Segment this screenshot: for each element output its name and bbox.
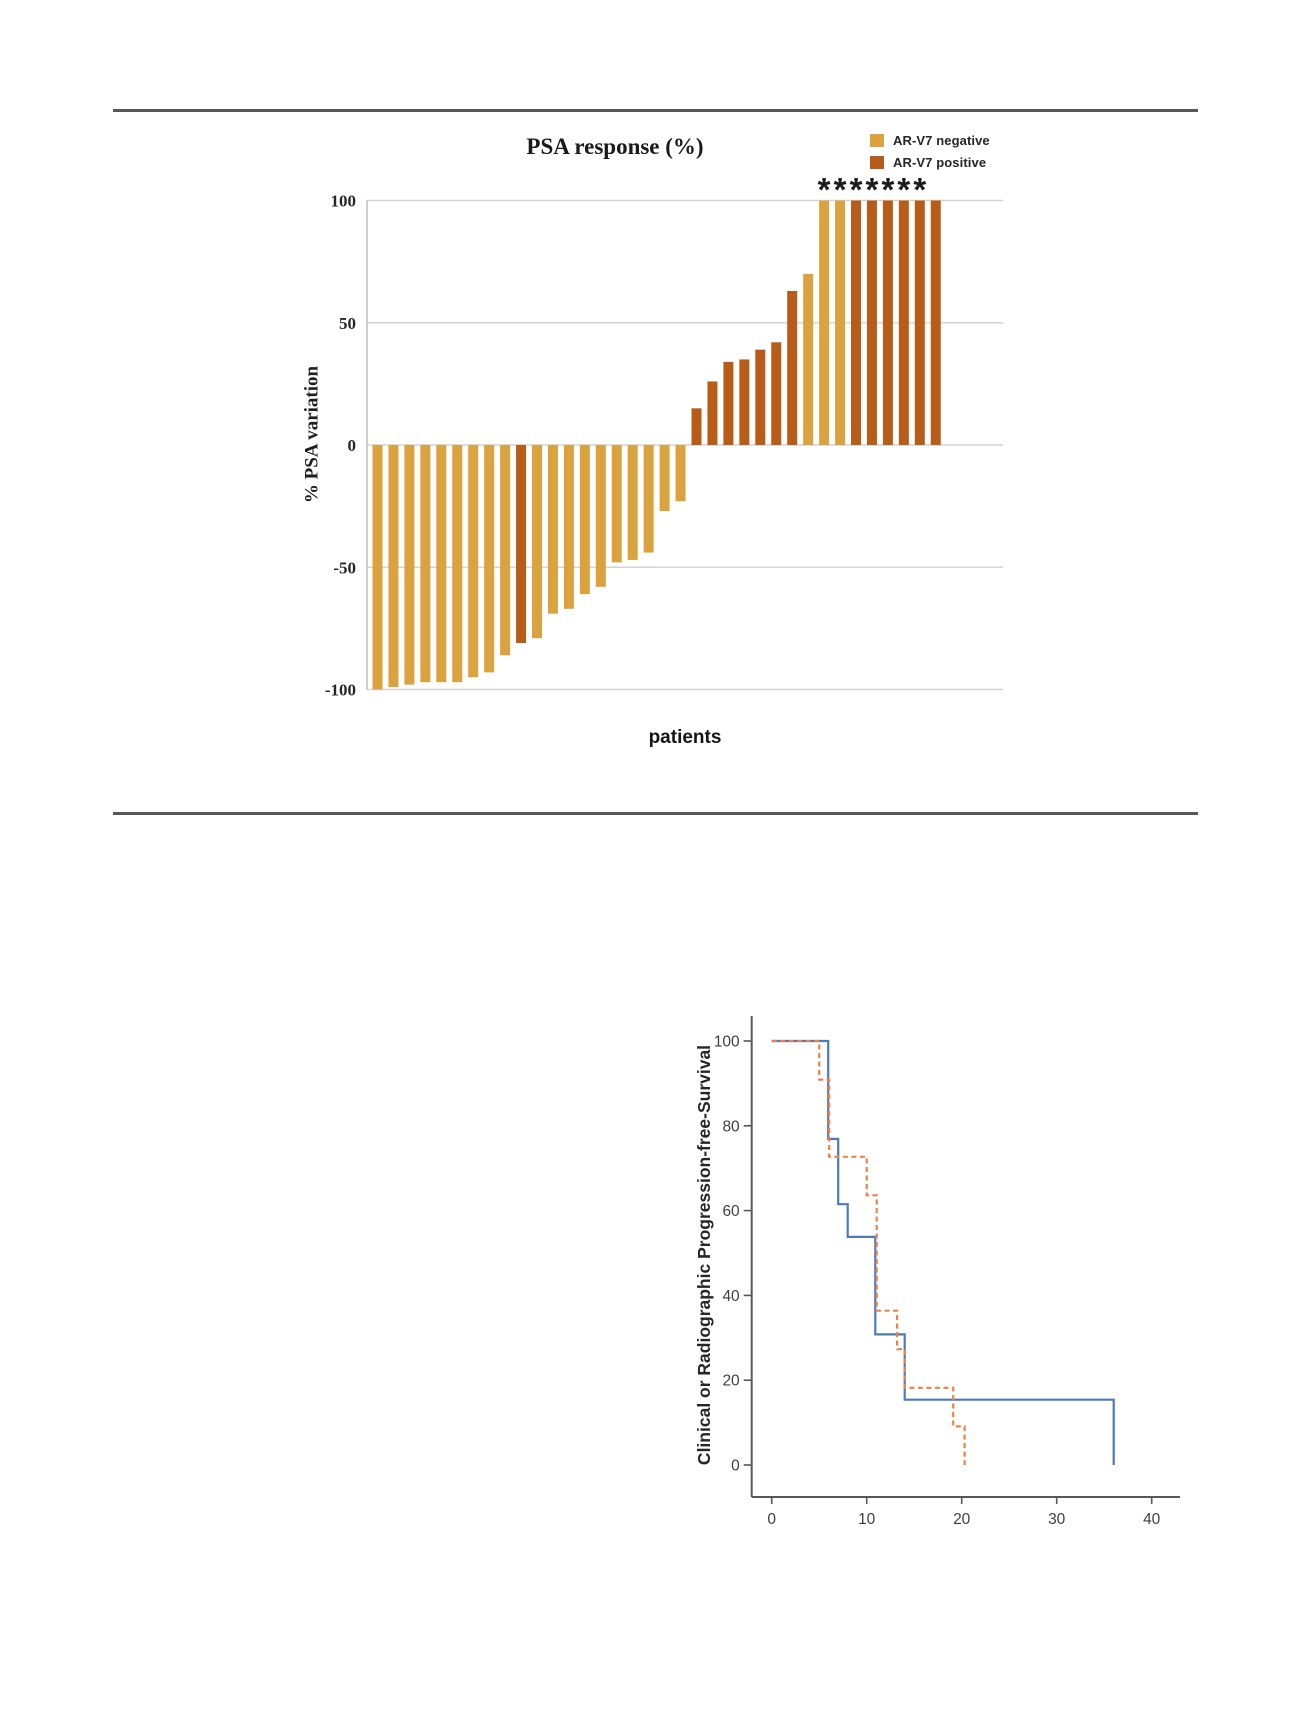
km-series-orange-dashed xyxy=(771,1039,966,1465)
bar-patient-19 xyxy=(659,445,670,512)
legend-label-negative: AR-V7 negative xyxy=(893,132,990,148)
bar-patient-35 xyxy=(914,200,925,445)
significance-asterisks: * * * * * * * xyxy=(818,171,927,208)
bar-patient-10 xyxy=(516,445,527,644)
ytick-label-60: 60 xyxy=(722,1203,740,1220)
bar-patient-23 xyxy=(723,361,734,445)
bar-patient-20 xyxy=(675,445,686,502)
ytick-label-0: 0 xyxy=(348,436,357,455)
bar-patient-24 xyxy=(739,359,750,445)
asterisk-bar-35: * xyxy=(913,171,926,208)
legend-swatch-positive-icon xyxy=(870,155,884,169)
top-divider-line xyxy=(113,109,1198,112)
bar-patient-30 xyxy=(835,200,846,445)
bar-patient-33 xyxy=(882,200,893,445)
bar-patient-14 xyxy=(579,445,590,595)
asterisk-bar-30: * xyxy=(834,171,847,208)
bar-patient-32 xyxy=(866,200,877,445)
bar-patient-11 xyxy=(532,445,542,639)
bar-patient-1 xyxy=(372,445,383,690)
waterfall-x-axis-title: patients xyxy=(648,727,722,748)
bar-patient-8 xyxy=(484,445,495,673)
ytick-label-40: 40 xyxy=(722,1288,740,1305)
bar-patient-36 xyxy=(930,200,941,445)
waterfall-y-axis-title: % PSA variation xyxy=(301,365,323,504)
ytick-label-0: 0 xyxy=(731,1458,740,1475)
xtick-label-40: 40 xyxy=(1143,1511,1161,1528)
legend-swatch-negative-icon xyxy=(870,133,884,147)
xtick-label-20: 20 xyxy=(953,1511,971,1528)
bar-patient-29 xyxy=(819,200,830,445)
ytick-label-100: 100 xyxy=(714,1034,740,1051)
bar-patient-25 xyxy=(755,349,766,445)
legend-item-arv7-positive: AR-V7 positive xyxy=(870,151,1070,173)
asterisk-bar-31: * xyxy=(850,171,863,208)
km-xticks: 0 10 20 30 40 xyxy=(767,1497,1161,1528)
bar-patient-16 xyxy=(611,445,622,563)
middle-divider-line xyxy=(113,812,1198,815)
ytick-label-80: 80 xyxy=(722,1118,740,1135)
bar-patient-6 xyxy=(452,445,463,683)
ytick-label-100: 100 xyxy=(331,192,357,211)
legend-label-positive: AR-V7 positive xyxy=(893,154,987,170)
km-yticks: 100 80 60 40 20 0 xyxy=(714,1034,752,1475)
xtick-label-30: 30 xyxy=(1048,1511,1066,1528)
asterisk-bar-34: * xyxy=(897,171,910,208)
bar-patient-27 xyxy=(787,290,798,445)
bar-patient-7 xyxy=(468,445,479,678)
km-series-blue-solid xyxy=(771,1039,1115,1465)
asterisk-bar-33: * xyxy=(881,171,894,208)
ytick-label-50: 50 xyxy=(339,314,356,333)
bar-patient-13 xyxy=(563,445,574,609)
asterisk-bar-29: * xyxy=(818,171,831,208)
bar-patient-9 xyxy=(500,445,511,656)
ytick-label--50: -50 xyxy=(333,558,356,577)
xtick-label-0: 0 xyxy=(767,1511,776,1528)
bar-patient-17 xyxy=(627,445,638,560)
bar-patient-5 xyxy=(436,445,447,683)
bar-patient-12 xyxy=(547,445,558,614)
bar-patient-28 xyxy=(803,273,814,445)
waterfall-title: PSA response (%) xyxy=(526,134,704,159)
ytick-label--100: -100 xyxy=(325,681,356,700)
survival-y-axis-title: Clinical or Radiographic Progression-fre… xyxy=(694,1044,714,1466)
bar-patient-18 xyxy=(643,445,654,553)
bar-patient-4 xyxy=(420,445,431,683)
bar-patient-3 xyxy=(404,445,415,685)
bar-patient-15 xyxy=(595,445,606,587)
bar-patient-21 xyxy=(691,408,702,445)
bar-patient-2 xyxy=(388,445,399,688)
asterisk-bar-32: * xyxy=(866,171,879,208)
bar-patient-34 xyxy=(898,200,909,445)
waterfall-ytick-labels: 100 50 0 -50 -100 xyxy=(325,192,356,700)
xtick-label-10: 10 xyxy=(858,1511,876,1528)
bar-patient-22 xyxy=(707,381,718,445)
ytick-label-20: 20 xyxy=(722,1373,740,1390)
legend-item-arv7-negative: AR-V7 negative xyxy=(870,129,1070,151)
waterfall-bars xyxy=(372,200,941,690)
waterfall-legend: AR-V7 negative AR-V7 positive xyxy=(870,129,1070,173)
bar-patient-31 xyxy=(851,200,861,445)
bar-patient-26 xyxy=(771,342,782,445)
